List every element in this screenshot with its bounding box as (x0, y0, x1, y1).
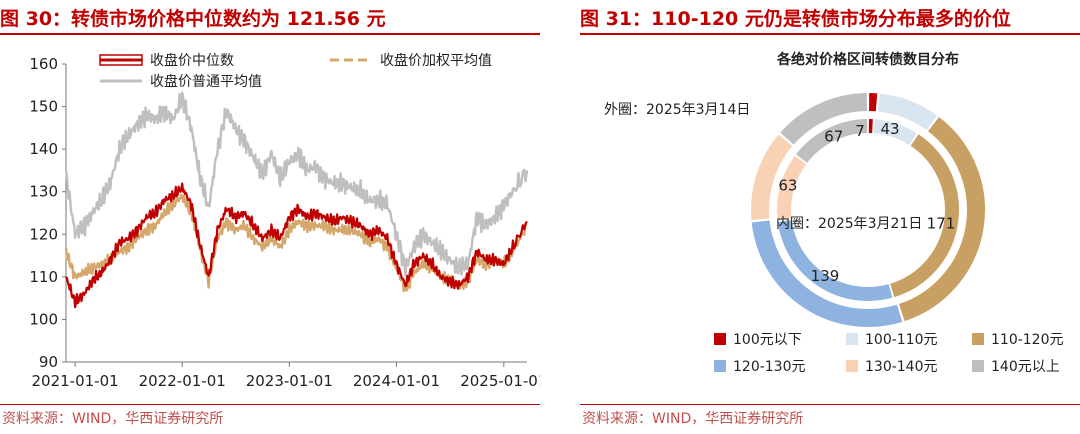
y-tick-label: 100 (29, 310, 58, 328)
legend-label: 收盘价普通平均值 (150, 73, 262, 90)
donut-legend-swatch (972, 360, 984, 372)
left-figure-title: 图 30：转债市场价格中位数约为 121.56 元 (0, 8, 386, 30)
donut-legend-swatch (846, 360, 858, 372)
right-figure-title: 图 31：110-120 元仍是转债市场分布最多的价位 (580, 8, 1011, 30)
x-tick-label: 2021-01-01 (32, 372, 119, 390)
donut-legend-label: 120-130元 (733, 359, 806, 375)
y-tick-label: 90 (39, 353, 58, 371)
y-tick-label: 140 (29, 140, 58, 158)
x-tick-label: 2022-01-01 (139, 372, 226, 390)
donut-legend-label: 100元以下 (733, 332, 802, 348)
x-tick-label: 2023-01-01 (246, 372, 333, 390)
donut-chart-title: 各绝对价格区间转债数目分布 (776, 51, 959, 68)
donut-legend-swatch (714, 333, 726, 345)
donut-slice-1-4 (777, 155, 807, 221)
donut-slice-0-1 (877, 93, 937, 131)
right-source-rule (580, 404, 1080, 405)
right-figure: 图 31：110-120 元仍是转债市场分布最多的价位 各绝对价格区间转债数目分… (580, 0, 1080, 434)
donut-rings (751, 93, 985, 327)
donut-value-label: 7 (855, 122, 865, 140)
inner-ring-label: 内圈：2025年3月21日 (776, 216, 922, 232)
donut-legend-label: 100-110元 (865, 332, 938, 348)
donut-legend: 100元以下 100-110元 110-120元 120-130元 130-140元 14… (714, 332, 1064, 375)
y-tick-label: 110 (29, 268, 58, 286)
left-source-note: 资料来源：WIND，华西证券研究所 (2, 411, 224, 427)
donut-legend-swatch (972, 333, 984, 345)
donut-value-label: 63 (778, 177, 797, 195)
donut-chart: 各绝对价格区间转债数目分布 7 43 171 139 63 67 外圈：2025年3月14… (604, 51, 1064, 375)
donut-slice-1-1 (873, 119, 917, 146)
donut-value-label: 139 (811, 267, 840, 285)
y-tick-label: 130 (29, 183, 58, 201)
series-line-0 (65, 182, 528, 309)
x-tick-label: 2025-01-01 (460, 372, 540, 390)
donut-slice-0-5 (780, 93, 868, 145)
legend-label: 收盘价中位数 (150, 52, 234, 69)
donut-legend-label: 130-140元 (865, 359, 938, 375)
donut-value-label: 67 (824, 127, 843, 145)
left-title-rule (0, 33, 540, 35)
donut-slice-1-3 (777, 219, 893, 301)
donut-legend-label: 140元以上 (991, 359, 1060, 375)
legend-label: 收盘价加权平均值 (380, 52, 492, 69)
donut-value-label: 171 (927, 214, 956, 232)
line-chart-tick-labels: 90 100 110 120 130 140 150 160 2021-01-01 2022-01… (29, 55, 540, 390)
outer-ring-label: 外圈：2025年3月14日 (604, 102, 750, 118)
donut-slice-0-4 (751, 134, 793, 221)
line-chart-series (64, 91, 529, 309)
y-tick-label: 120 (29, 225, 58, 243)
donut-slice-1-2 (890, 134, 959, 298)
right-source-note: 资料来源：WIND，华西证券研究所 (582, 411, 804, 427)
left-source-rule (0, 404, 540, 405)
y-tick-label: 150 (29, 98, 58, 116)
right-title-rule (580, 33, 1080, 35)
series-line-2 (64, 91, 529, 277)
y-tick-label: 160 (29, 55, 58, 73)
donut-legend-swatch (846, 333, 858, 345)
left-figure: 图 30：转债市场价格中位数约为 121.56 元 90 100 110 120 130… (0, 8, 540, 427)
donut-legend-label: 110-120元 (991, 332, 1064, 348)
donut-value-labels: 7 43 171 139 63 67 (778, 120, 955, 285)
donut-slice-0-2 (898, 116, 985, 322)
donut-slice-1-5 (796, 119, 868, 164)
line-chart: 90 100 110 120 130 140 150 160 2021-01-01 2022-01… (29, 52, 540, 390)
donut-value-label: 43 (880, 120, 899, 138)
donut-legend-swatch (714, 360, 726, 372)
donut-slice-0-3 (751, 220, 903, 327)
x-tick-label: 2024-01-01 (353, 372, 440, 390)
line-chart-axes (65, 64, 527, 363)
